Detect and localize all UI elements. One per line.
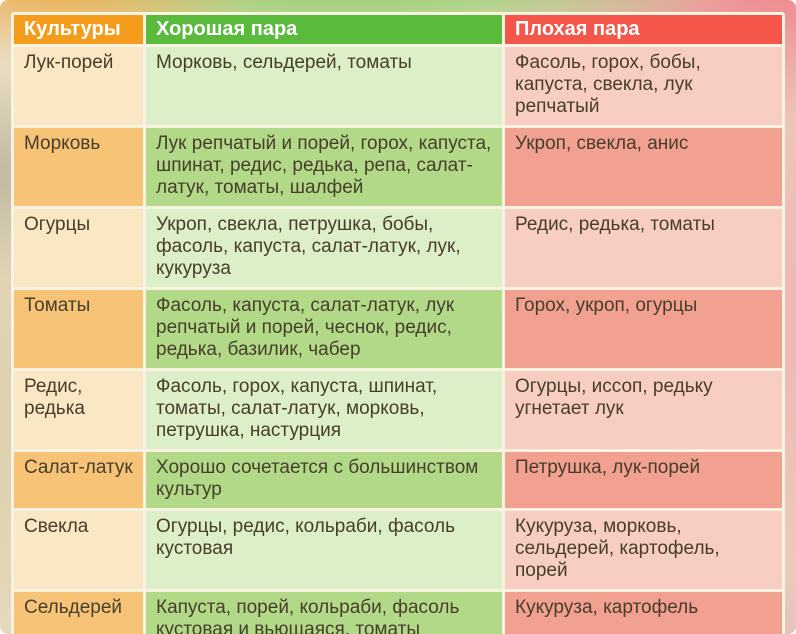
column-header-good-pair: Хорошая пара: [146, 15, 502, 44]
cell-bad-pair: Петрушка, лук-порей: [505, 452, 782, 508]
table-row: Огурцы Укроп, свекла, петрушка, бобы, фа…: [14, 209, 782, 287]
cell-bad-pair: Кукуруза, морковь, сельдерей, картофель,…: [505, 511, 782, 589]
column-header-crops: Культуры: [14, 15, 143, 44]
cell-bad-pair: Фасоль, горох, бобы, капуста, свекла, лу…: [505, 47, 782, 125]
cell-crop: Салат-латук: [14, 452, 143, 508]
cell-bad-pair: Укроп, свекла, анис: [505, 128, 782, 206]
table-row: Редис, редька Фасоль, горох, капуста, шп…: [14, 371, 782, 449]
cell-crop: Сельдерей: [14, 592, 143, 634]
cell-bad-pair: Горох, укроп, огурцы: [505, 290, 782, 368]
table-row: Томаты Фасоль, капуста, салат-латук, лук…: [14, 290, 782, 368]
cell-crop: Морковь: [14, 128, 143, 206]
cell-crop: Редис, редька: [14, 371, 143, 449]
table-row: Сельдерей Капуста, порей, кольраби, фасо…: [14, 592, 782, 634]
table-row: Салат-латук Хорошо сочетается с большинс…: [14, 452, 782, 508]
cell-good-pair: Хорошо сочетается с большинством культур: [146, 452, 502, 508]
column-header-bad-pair: Плохая пара: [505, 15, 782, 44]
cell-good-pair: Фасоль, капуста, салат-латук, лук репчат…: [146, 290, 502, 368]
cell-bad-pair: Кукуруза, картофель: [505, 592, 782, 634]
cell-good-pair: Лук репчатый и порей, горох, капуста, шп…: [146, 128, 502, 206]
cell-bad-pair: Огурцы, иссоп, редьку угнетает лук: [505, 371, 782, 449]
table-row: Морковь Лук репчатый и порей, горох, кап…: [14, 128, 782, 206]
cell-bad-pair: Редис, редька, томаты: [505, 209, 782, 287]
cell-crop: Огурцы: [14, 209, 143, 287]
cell-good-pair: Морковь, сельдерей, томаты: [146, 47, 502, 125]
cell-good-pair: Фасоль, горох, капуста, шпинат, томаты, …: [146, 371, 502, 449]
cell-good-pair: Капуста, порей, кольраби, фасоль кустова…: [146, 592, 502, 634]
cell-crop: Свекла: [14, 511, 143, 589]
table-row: Свекла Огурцы, редис, кольраби, фасоль к…: [14, 511, 782, 589]
cell-crop: Томаты: [14, 290, 143, 368]
companion-planting-table: Культуры Хорошая пара Плохая пара Лук-по…: [11, 12, 785, 634]
cell-crop: Лук-порей: [14, 47, 143, 125]
header-row: Культуры Хорошая пара Плохая пара: [14, 15, 782, 44]
table-row: Лук-порей Морковь, сельдерей, томаты Фас…: [14, 47, 782, 125]
cell-good-pair: Укроп, свекла, петрушка, бобы, фасоль, к…: [146, 209, 502, 287]
cell-good-pair: Огурцы, редис, кольраби, фасоль кустовая: [146, 511, 502, 589]
